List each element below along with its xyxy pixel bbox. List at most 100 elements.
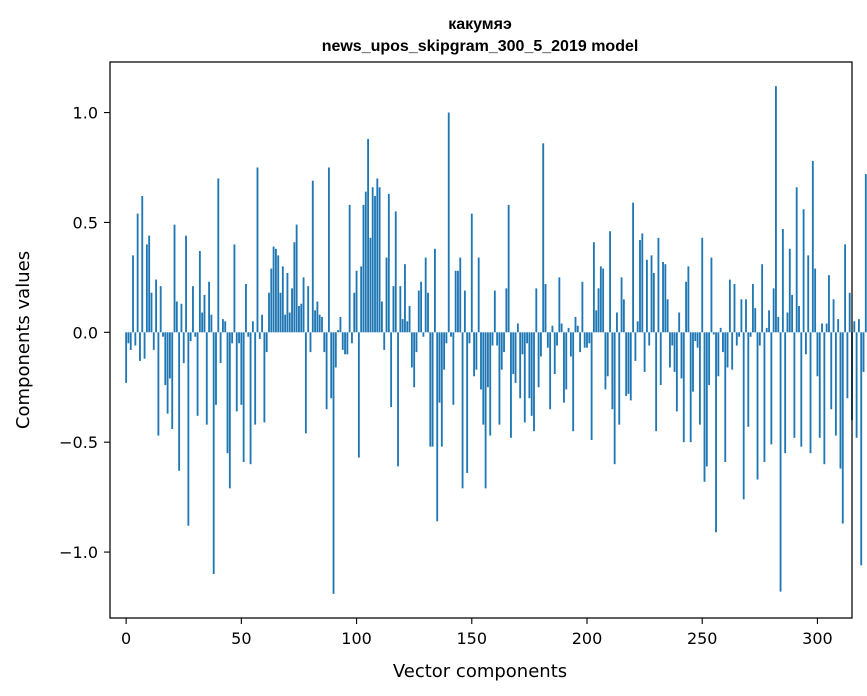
bar [798,305,800,333]
bar [348,204,351,333]
y-axis-label: Components values [13,251,34,429]
bar [477,257,480,333]
bar [309,332,312,353]
bar [816,332,819,377]
bar [839,332,842,469]
bar [636,321,639,333]
bar [597,288,600,333]
bar [510,332,512,438]
bar [152,332,155,350]
bar [231,332,234,344]
bar [302,277,305,333]
bar [286,272,289,333]
bar [145,244,148,333]
y-tick-label: −0.5 [59,433,98,452]
bar [284,314,287,333]
bar [351,332,353,344]
bar [722,332,724,353]
bar [811,160,814,333]
bar [666,299,669,333]
bar [323,332,326,353]
bar [837,319,840,333]
bar [563,332,565,403]
bar [175,301,178,333]
bar [233,244,236,333]
bar [327,167,330,333]
bar [528,332,531,399]
x-tick-label: 200 [572,629,603,648]
bar [761,264,764,333]
bar [136,213,139,333]
bar [385,257,388,333]
bar [546,332,549,348]
bar [399,286,402,333]
bar [367,138,370,333]
bar [643,332,646,372]
bar [461,332,464,489]
bar [226,332,229,454]
bar [756,332,759,480]
bar [371,187,374,333]
bar [295,224,298,333]
bar [696,332,699,348]
bar [521,332,524,355]
bar [627,332,630,394]
bar [238,332,240,344]
bar [498,332,501,425]
bar [742,332,745,500]
bar [657,237,660,333]
bar [203,294,206,333]
bar [291,288,293,333]
bar [712,332,715,335]
bar [855,332,858,438]
bar [182,332,185,364]
bar [440,332,443,447]
bar [708,332,711,386]
bar [205,332,208,425]
bar [482,332,485,425]
bar [659,332,662,386]
bar [733,283,736,333]
bar [777,316,780,333]
bar [639,240,641,333]
bar [208,281,211,333]
bar [613,332,616,465]
bar [410,332,413,368]
bar [841,332,844,524]
bar [860,332,863,566]
bar [159,286,162,333]
bar [406,321,409,333]
bar [652,272,655,333]
bar [848,292,851,333]
bar [751,283,754,333]
bar [542,143,545,333]
bar [622,299,625,333]
bar [694,332,697,342]
bar [450,332,452,337]
bar [427,292,429,333]
bar [374,196,376,333]
bar [519,332,522,399]
bar [685,281,688,333]
bar [558,277,561,333]
bar [493,290,496,333]
bar [588,332,591,344]
bar [786,312,789,333]
bar [360,266,363,333]
bar [155,279,158,333]
bar [254,332,257,425]
chart-title-line-1: какумяэ [448,16,512,33]
bar [595,310,598,333]
bar [249,332,252,465]
bar [719,327,722,333]
bar [201,312,204,333]
bar [470,213,473,333]
bar [616,312,618,333]
bar [321,316,323,333]
bar [480,332,482,390]
bar [171,332,174,430]
bar [496,332,499,346]
bar [279,292,282,333]
bar [445,332,448,344]
